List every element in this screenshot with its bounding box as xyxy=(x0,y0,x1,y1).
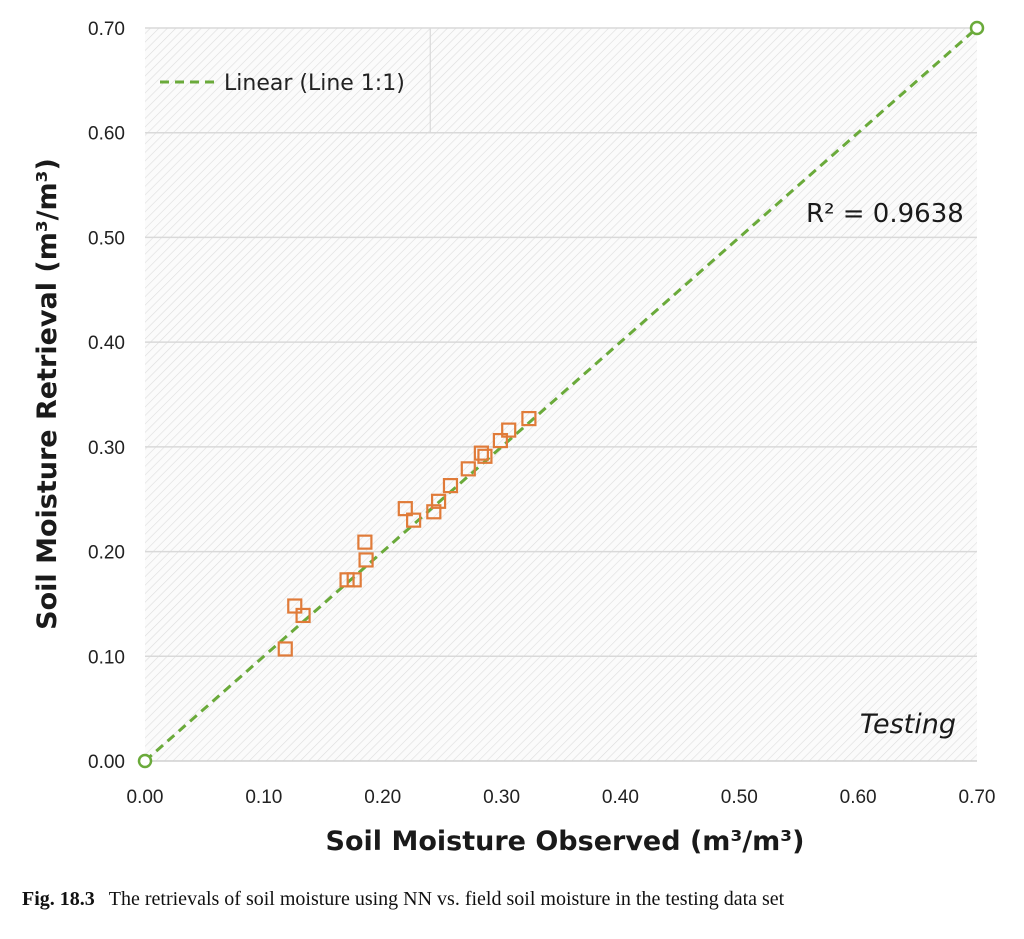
line-endpoint-marker xyxy=(137,753,153,769)
data-point xyxy=(501,422,517,438)
y-tick-label: 0.20 xyxy=(88,543,125,564)
x-axis-title: Soil Moisture Observed (m³/m³) xyxy=(326,826,805,857)
figure-label: Fig. 18.3 xyxy=(22,888,95,910)
scatter-chart: 0.00 0.10 0.20 0.30 0.40 0.50 0.60 0.70 0.00 0.1… xyxy=(32,19,996,857)
data-point xyxy=(397,501,413,517)
x-tick-label: 0.40 xyxy=(602,787,639,808)
x-axis-ticks: 0.00 0.10 0.20 0.30 0.40 0.50 0.60 0.70 xyxy=(127,787,996,808)
y-tick-label: 0.10 xyxy=(88,647,125,668)
data-point xyxy=(277,641,293,657)
line-endpoint-marker xyxy=(969,20,985,36)
data-point xyxy=(460,461,476,477)
y-tick-label: 0.60 xyxy=(88,124,125,145)
data-point xyxy=(492,432,508,449)
y-axis-ticks: 0.00 0.10 0.20 0.30 0.40 0.50 0.60 0.70 xyxy=(88,19,125,773)
x-tick-label: 0.00 xyxy=(127,787,164,808)
y-tick-label: 0.50 xyxy=(88,228,125,249)
data-point xyxy=(406,512,422,528)
data-point xyxy=(426,504,442,520)
x-tick-label: 0.70 xyxy=(959,787,996,808)
x-tick-label: 0.10 xyxy=(245,787,282,808)
data-points xyxy=(277,410,537,657)
data-point xyxy=(346,572,362,588)
line-1-1 xyxy=(144,26,978,763)
y-tick-label: 0.00 xyxy=(88,752,125,773)
data-point xyxy=(430,493,447,509)
figure-caption: Fig. 18.3 The retrievals of soil moisture… xyxy=(22,888,1012,911)
panel-label-testing: Testing xyxy=(860,709,956,740)
one-to-one-line xyxy=(137,20,985,769)
figure-caption-text: The retrievals of soil moisture using NN… xyxy=(108,888,785,910)
y-tick-label: 0.70 xyxy=(88,19,125,40)
data-point xyxy=(295,607,311,624)
x-tick-label: 0.30 xyxy=(483,787,520,808)
y-axis-title: Soil Moisture Retrieval (m³/m³) xyxy=(32,158,63,630)
r-squared-label: R² = 0.9638 xyxy=(806,199,964,229)
data-point xyxy=(473,445,489,461)
x-tick-label: 0.50 xyxy=(721,787,758,808)
data-point xyxy=(477,448,493,464)
data-point xyxy=(287,598,303,614)
x-tick-label: 0.60 xyxy=(840,787,877,808)
data-point xyxy=(358,552,374,568)
y-tick-label: 0.40 xyxy=(88,333,125,354)
y-tick-label: 0.30 xyxy=(88,438,125,459)
data-point xyxy=(357,534,373,550)
legend-label: Linear (Line 1:1) xyxy=(224,71,405,96)
data-point xyxy=(521,410,537,427)
x-tick-label: 0.20 xyxy=(364,787,401,808)
data-point xyxy=(442,478,459,494)
